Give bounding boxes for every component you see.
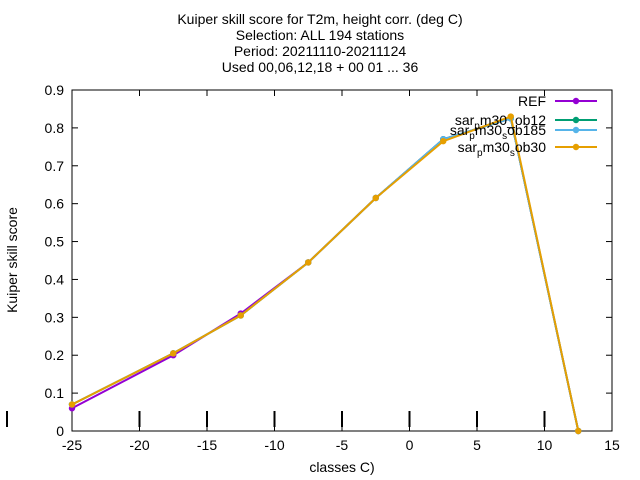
legend-text-part: s xyxy=(510,148,515,159)
data-point xyxy=(507,113,514,120)
y-tick-label: 0.5 xyxy=(45,234,65,250)
legend-marker-1 xyxy=(572,97,580,105)
series-lines xyxy=(68,113,582,435)
x-tick-label: -25 xyxy=(62,437,82,453)
data-point xyxy=(575,427,582,435)
x-tick-label: 15 xyxy=(604,437,620,453)
legend-marker-2 xyxy=(572,116,580,124)
title-line-3: Period: 20211110-20211124 xyxy=(234,43,407,59)
legend-text-part: sar xyxy=(455,112,475,128)
title-line-1: Kuiper skill score for T2m, height corr.… xyxy=(177,11,462,27)
legend-label-2: sarpm30_ob12 xyxy=(455,112,546,132)
bottom-markers xyxy=(6,411,546,427)
x-tick-label: 0 xyxy=(406,437,414,453)
y-tick-label: 0 xyxy=(56,423,64,439)
x-tick-label: -20 xyxy=(129,437,149,453)
data-point xyxy=(68,401,76,408)
legend-label-1: REF xyxy=(518,93,546,109)
y-tick-label: 0.6 xyxy=(45,196,65,212)
y-axis-label: Kuiper skill score xyxy=(4,207,20,313)
y-tick-label: 0.1 xyxy=(45,385,65,401)
x-tick-label: -5 xyxy=(336,437,349,453)
series-line-1 xyxy=(71,117,580,432)
series-line-2 xyxy=(71,117,580,432)
title-line-2: Selection: ALL 194 stations xyxy=(236,27,404,43)
legend-text-part: p xyxy=(477,148,483,159)
y-tick-label: 0.7 xyxy=(45,158,65,174)
title-line-4: Used 00,06,12,18 + 00 01 ... 36 xyxy=(222,59,419,75)
y-axis: 0 0.1 0.2 0.3 0.4 0.5 0.6 0.7 0.8 0.9 xyxy=(45,82,612,439)
x-tick-label: 5 xyxy=(473,437,481,453)
x-tick-label: -10 xyxy=(264,437,284,453)
legend-text-part: sar xyxy=(458,139,478,155)
x-tick-label: 10 xyxy=(537,437,553,453)
x-tick-label: -15 xyxy=(197,437,217,453)
y-tick-label: 0.8 xyxy=(45,120,65,136)
legend-text-part: s xyxy=(502,131,507,142)
legend-text-part: p xyxy=(474,121,480,132)
legend-text-part: p xyxy=(469,131,475,142)
data-point xyxy=(170,350,177,357)
legend-marker-4 xyxy=(572,143,580,151)
data-point xyxy=(440,137,447,145)
data-point xyxy=(372,194,379,202)
legend-text-part: m30_ob12 xyxy=(480,112,546,128)
legend-text-part: ob185 xyxy=(507,122,546,138)
series-line-4 xyxy=(71,115,580,432)
data-point xyxy=(237,312,244,319)
x-axis-label: classes C) xyxy=(309,459,374,475)
y-tick-label: 0.4 xyxy=(45,271,65,287)
data-point xyxy=(305,259,312,266)
y-tick-label: 0.3 xyxy=(45,309,65,325)
legend-marker-3 xyxy=(572,126,580,134)
x-axis: -25 -20 -15 -10 -5 0 5 10 15 xyxy=(62,90,620,453)
legend-text-part: m30 xyxy=(483,139,510,155)
legend-label-3: sarpm30sob185 xyxy=(450,122,546,142)
y-tick-label: 0.2 xyxy=(45,347,65,363)
legend-text-part: ob30 xyxy=(515,139,546,155)
legend-text-part: REF xyxy=(518,93,546,109)
legend-text-part: m30 xyxy=(475,122,502,138)
chart-title: Kuiper skill score for T2m, height corr.… xyxy=(177,11,462,75)
y-tick-label: 0.9 xyxy=(45,82,65,98)
legend-label-4: sarpm30sob30 xyxy=(458,139,547,159)
series-line-3 xyxy=(71,117,580,432)
legend-text-part: sar xyxy=(450,122,470,138)
